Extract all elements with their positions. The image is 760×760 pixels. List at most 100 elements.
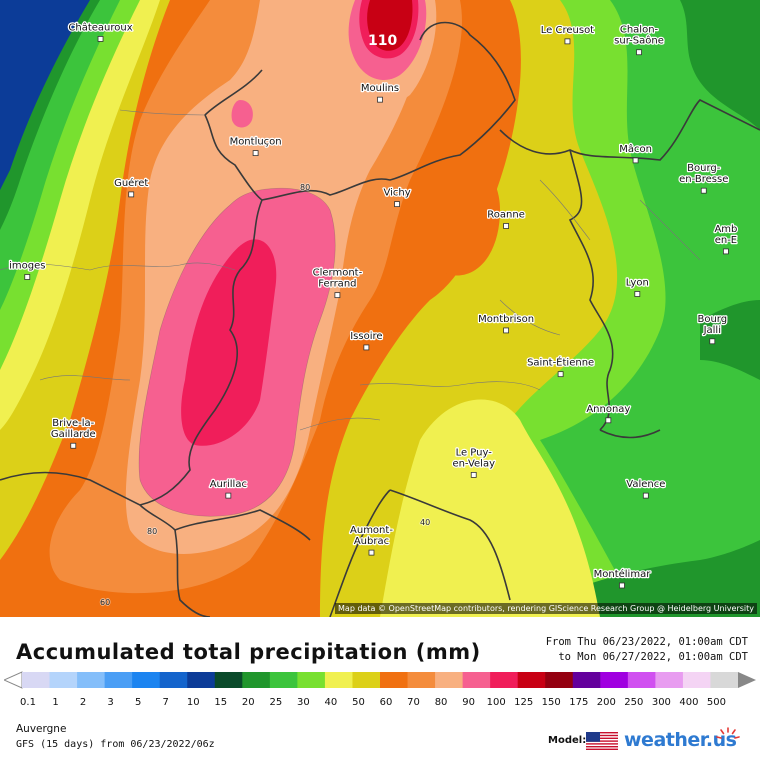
city-label: Valence	[626, 479, 665, 490]
city-4: Montluçon	[228, 135, 283, 157]
scale-tick-label: 250	[624, 697, 644, 708]
scale-swatch	[682, 672, 711, 688]
city-marker	[605, 417, 612, 424]
city-marker	[394, 201, 400, 208]
field-15-20-e	[700, 300, 760, 380]
city-label: Gaillarde	[51, 429, 96, 440]
scale-swatch	[517, 672, 546, 688]
city-label: Moulins	[361, 83, 399, 94]
city-5: Mâcon	[618, 142, 653, 164]
city-label: Roanne	[487, 209, 525, 220]
scale-tick-label: 100	[486, 697, 506, 708]
city-8: Vichy	[382, 186, 412, 208]
city-label: Lyon	[626, 277, 649, 288]
scale-tick-label: 175	[569, 697, 589, 708]
city-label: Jalli	[703, 325, 721, 336]
scale-tick-label: 70	[407, 697, 420, 708]
scale-swatch	[324, 672, 353, 688]
scale-tick-label: 500	[706, 697, 726, 708]
map-canvas: 110 80 80 60 40 Châteauroux Le Creusot Cha…	[0, 0, 760, 617]
city-7: Guéret	[113, 176, 150, 198]
scale-tick-label: 200	[596, 697, 616, 708]
sun-logo-icon	[716, 727, 740, 739]
scale-tick-label: 400	[679, 697, 699, 708]
city-marker	[363, 344, 370, 351]
scale-swatch	[655, 672, 684, 688]
city-3: Moulins	[360, 82, 400, 103]
city-label: Aumont-	[350, 525, 393, 536]
city-marker	[128, 191, 135, 198]
city-labels: Châteauroux Le Creusot Chalon-sur-Saône Mou…	[8, 20, 739, 589]
city-13: Lyon	[625, 276, 650, 297]
city-marker	[564, 38, 571, 45]
city-label: Mâcon	[619, 143, 652, 155]
brand-logo[interactable]: weather.us	[624, 729, 737, 751]
color-scale-ticks: 0.1 1 2 3 5 7 10 15 20 25 30 40 50 60 70 80 90 100 125 150 1…	[0, 697, 760, 711]
scale-swatch	[600, 672, 629, 688]
city-label: Clermont-	[313, 268, 363, 279]
scale-swatch	[490, 672, 519, 688]
contour-lines	[138, 187, 336, 517]
scale-tick-label: 10	[186, 697, 200, 708]
city-label: Bourg-	[687, 163, 721, 174]
city-21: Aurillac	[208, 478, 248, 499]
scale-swatch	[297, 672, 326, 688]
city-9: Roanne	[486, 208, 526, 229]
precipitation-map[interactable]: 110 80 80 60 40 Châteauroux Le Creusot Cha…	[0, 0, 760, 617]
department-boundaries	[0, 109, 701, 431]
city-marker	[470, 471, 477, 478]
city-label: Issoire	[350, 331, 382, 342]
city-label: Aubrac	[354, 536, 389, 547]
scale-tick-label: 60	[379, 697, 393, 708]
scale-swatch	[269, 672, 298, 688]
model-label: Model:	[548, 735, 587, 746]
period-from: From Thu 06/23/2022, 01:00am CDT	[545, 636, 748, 648]
city-label: Annonay	[586, 404, 630, 415]
city-label: Ferrand	[318, 279, 356, 290]
city-label: Montbrison	[478, 314, 534, 325]
city-marker	[700, 187, 707, 194]
scale-tick-label: 25	[269, 697, 283, 708]
scale-tick-label: 125	[514, 697, 534, 708]
city-marker	[709, 338, 716, 345]
scale-swatch	[545, 672, 574, 688]
city-marker	[634, 291, 641, 297]
color-scale	[4, 671, 756, 689]
city-24: Montélimar	[592, 567, 652, 589]
city-label: Montluçon	[230, 137, 282, 148]
scale-swatch	[104, 672, 133, 688]
city-1: Le Creusot	[540, 24, 595, 45]
scale-swatch	[407, 672, 436, 688]
scale-tick-label: 0.1	[20, 697, 36, 708]
scale-swatch	[159, 672, 188, 688]
city-label: Châteauroux	[68, 21, 132, 33]
period-to: to Mon 06/27/2022, 01:00am CDT	[558, 651, 748, 663]
city-16: Issoire	[349, 330, 384, 351]
contour-label-40: 40	[420, 518, 430, 527]
city-marker	[334, 292, 341, 299]
field-30-40-se	[380, 399, 600, 617]
city-label: en-Velay	[452, 458, 495, 469]
forecast-period: From Thu 06/23/2022, 01:00am CDT to Mon …	[546, 635, 748, 665]
scale-tick-label: 300	[651, 697, 671, 708]
city-label: Le Creusot	[541, 25, 594, 36]
scale-swatch	[214, 672, 243, 688]
city-label: Vichy	[383, 188, 410, 199]
city-17: Saint-Étienne	[526, 354, 595, 378]
scale-swatch	[187, 672, 216, 688]
city-22: Valence	[625, 478, 667, 499]
city-label: en-E	[715, 235, 737, 246]
scale-swatch	[352, 672, 381, 688]
scale-min-arrow	[4, 671, 23, 689]
city-marker	[97, 36, 104, 42]
city-20: Le Puy-en-Velay	[451, 446, 496, 478]
city-2: Chalon-sur-Saône	[613, 23, 665, 56]
city-marker	[377, 96, 383, 103]
city-marker	[619, 582, 625, 589]
field-90-100	[181, 239, 277, 446]
contour-label-80-south: 80	[147, 527, 157, 536]
map-attribution: Map data © OpenStreetMap contributors, r…	[335, 603, 757, 614]
contour-label-110: 110	[368, 33, 397, 49]
field-10-15-nw	[0, 0, 90, 190]
